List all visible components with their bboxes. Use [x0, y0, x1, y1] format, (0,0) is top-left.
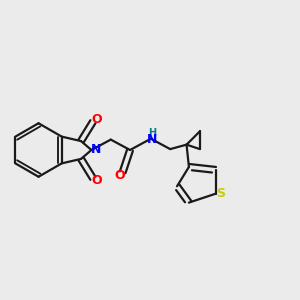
Text: O: O	[114, 169, 125, 182]
Text: H: H	[148, 128, 156, 138]
Text: S: S	[217, 187, 226, 200]
Text: O: O	[91, 113, 102, 126]
Text: N: N	[147, 134, 157, 146]
Text: N: N	[91, 143, 101, 156]
Text: O: O	[91, 174, 102, 187]
